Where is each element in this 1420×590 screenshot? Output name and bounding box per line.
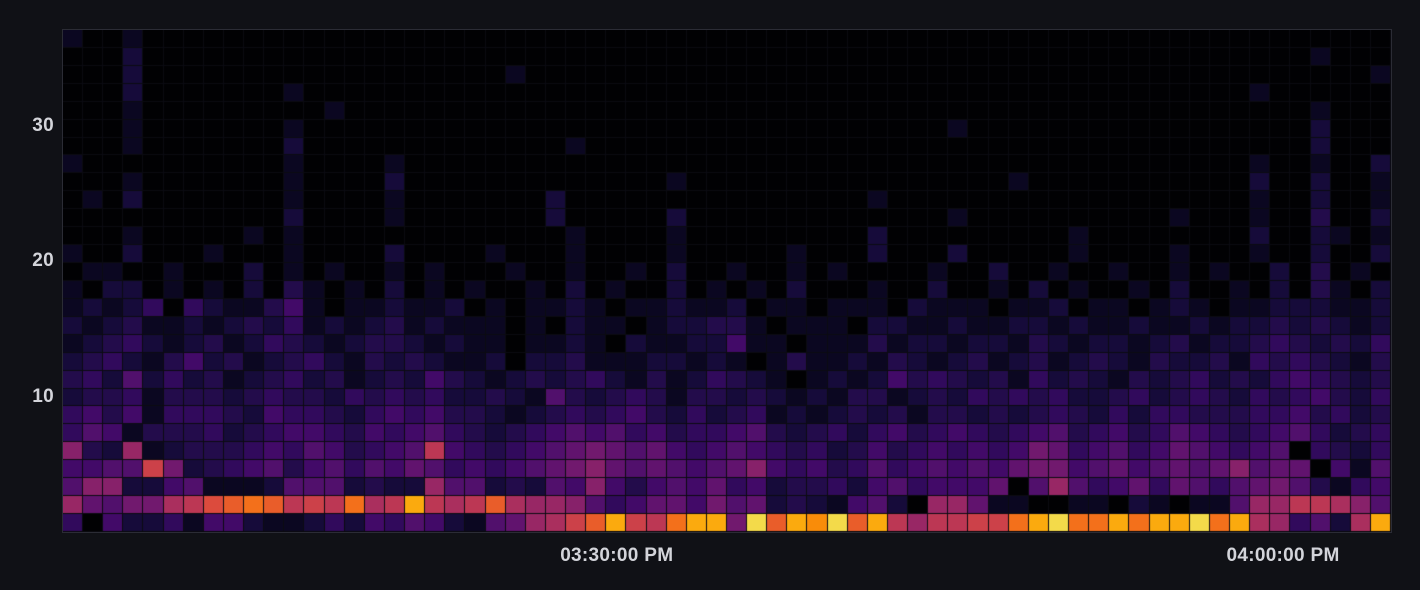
heatmap-plot-area[interactable] (62, 29, 1392, 533)
x-axis-tick-label: 03:30:00 PM (560, 545, 674, 566)
x-axis-tick-label: 04:00:00 PM (1226, 545, 1340, 566)
y-axis-tick-label: 30 (32, 115, 54, 137)
heatmap-canvas[interactable] (63, 30, 1391, 532)
y-axis-tick-label: 20 (32, 250, 54, 272)
y-axis-tick-label: 10 (32, 385, 54, 407)
